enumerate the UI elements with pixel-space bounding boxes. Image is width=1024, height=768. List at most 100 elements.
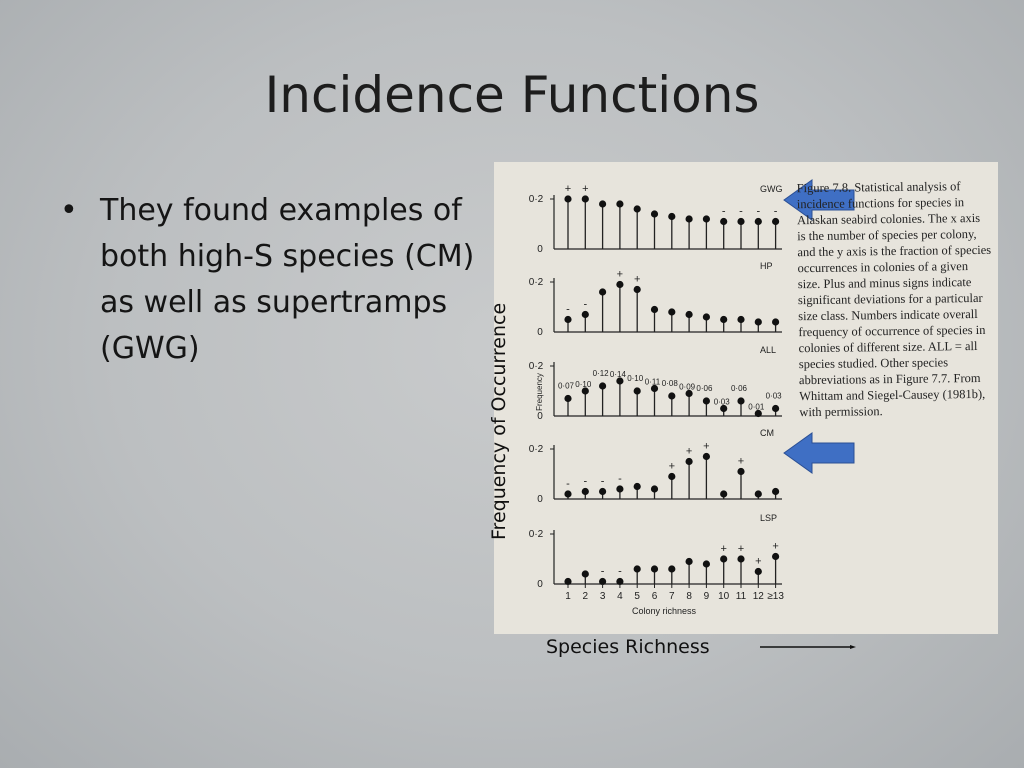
stem-dot (599, 288, 607, 296)
stem-dot (668, 472, 676, 481)
bullet-list: • They found examples of both high-S spec… (60, 188, 490, 372)
significance-sign: - (722, 206, 726, 218)
significance-sign: - (774, 206, 778, 218)
frequency-label: 0·10 (575, 380, 592, 389)
bullet-dot-icon: • (60, 193, 78, 228)
significance-sign: + (755, 556, 761, 568)
stem-dot (754, 567, 762, 576)
x-tick-label: 4 (617, 591, 623, 602)
x-tick-label: 9 (704, 591, 710, 602)
x-tick-label: 8 (686, 591, 692, 602)
significance-sign: + (738, 456, 744, 468)
significance-sign: - (601, 566, 605, 578)
stem-dot (737, 555, 745, 563)
stem-dot (772, 217, 780, 226)
stem-dot (772, 318, 780, 326)
x-tick-label: 6 (652, 591, 658, 602)
frequency-label: 0·14 (610, 370, 627, 379)
stem-dot (616, 377, 624, 385)
frequency-label: 0·06 (696, 384, 713, 393)
bullet-item: • They found examples of both high-S spec… (60, 188, 490, 372)
stem-dot (599, 577, 607, 586)
significance-sign: + (634, 274, 640, 286)
tick-label-zero: 0 (537, 244, 543, 255)
stem-dot (599, 200, 607, 208)
tick-label-zero: 0 (537, 579, 543, 590)
stem-dot (599, 382, 607, 390)
stem-dot (633, 565, 641, 573)
stem-dot (737, 467, 745, 476)
stem-dot (581, 195, 589, 203)
stem-dot (564, 195, 572, 203)
x-tick-label: 7 (669, 591, 675, 602)
stem-dot (754, 217, 762, 226)
stem-dot (702, 397, 710, 405)
panel-name: GWG (760, 184, 783, 194)
significance-sign: + (617, 269, 623, 281)
x-tick-label: 3 (600, 591, 606, 602)
significance-sign: + (565, 183, 571, 195)
stem-dot (685, 557, 693, 566)
stem-dot (685, 215, 693, 223)
significance-sign: - (756, 206, 760, 218)
significance-sign: + (720, 543, 726, 555)
frequency-label: 0·03 (766, 392, 783, 401)
stem-dot (702, 215, 710, 223)
significance-sign: - (618, 473, 622, 485)
stem-dot (720, 315, 728, 324)
stem-dot (702, 560, 710, 568)
frequency-label: 0·01 (748, 403, 765, 412)
frequency-label: 0·03 (714, 398, 731, 407)
inner-x-label: Colony richness (632, 606, 697, 616)
stem-dot (616, 280, 624, 289)
significance-sign: - (618, 566, 622, 578)
tick-label-top: 0·2 (529, 361, 544, 372)
stem-dot (633, 285, 641, 294)
bullet-text: They found examples of both high-S speci… (100, 193, 475, 366)
stem-dot (720, 490, 728, 498)
panel-name: ALL (760, 345, 776, 355)
stem-dot (616, 577, 624, 586)
stem-dot (581, 487, 589, 496)
significance-sign: + (582, 183, 588, 195)
tick-label-top: 0·2 (529, 529, 544, 540)
stem-dot (668, 308, 676, 316)
tick-label-zero: 0 (537, 411, 543, 422)
stem-dot (668, 392, 676, 400)
stem-dot (650, 305, 659, 314)
significance-sign: + (669, 461, 675, 473)
stem-dot (754, 490, 762, 498)
significance-sign: + (738, 543, 744, 555)
x-tick-label: 12 (753, 591, 765, 602)
significance-sign: - (583, 299, 587, 311)
significance-sign: - (566, 304, 570, 316)
tick-label-top: 0·2 (529, 444, 544, 455)
stem-dot (737, 217, 745, 226)
tick-label-zero: 0 (537, 494, 543, 505)
x-tick-label: 5 (634, 591, 640, 602)
tick-label-top: 0·2 (529, 194, 544, 205)
stem-dot (564, 490, 572, 498)
stem-dot (564, 394, 572, 403)
x-axis-label: Species Richness (546, 636, 710, 658)
tick-label-zero: 0 (537, 327, 543, 338)
frequency-label: 0·07 (558, 382, 575, 391)
stem-dot (737, 315, 745, 324)
stem-dot (772, 487, 780, 496)
stem-dot (772, 552, 780, 561)
inner-y-label: Frequency (535, 373, 544, 411)
stem-dot (668, 212, 676, 221)
stem-dot (720, 404, 728, 413)
stem-dot (668, 565, 676, 573)
right-arrow-icon (760, 645, 856, 649)
scanned-figure: Frequency 0·2 0 GWG + + - - - -0·2 0 HP - - + +0·2 0 ALL 0… (494, 162, 998, 634)
stem-dot (581, 310, 589, 319)
stem-dot (720, 555, 728, 563)
panel-name: HP (760, 261, 773, 271)
stem-dot (702, 313, 710, 321)
stem-dot (720, 217, 728, 226)
slide-title: Incidence Functions (264, 66, 760, 124)
panel-name: LSP (760, 513, 777, 523)
significance-sign: + (703, 441, 709, 453)
